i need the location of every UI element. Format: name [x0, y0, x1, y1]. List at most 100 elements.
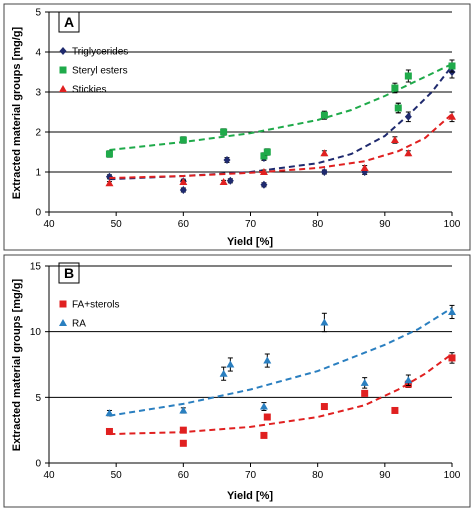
panel-b-point	[105, 409, 114, 417]
panel-a-point	[448, 112, 456, 120]
panel-b-point	[219, 369, 228, 377]
panel-b-point	[259, 402, 268, 410]
panel-a-y-tick-label: 0	[35, 208, 41, 219]
panel-b-x-tick-label: 70	[245, 470, 257, 481]
panel-b-x-tick-label: 60	[178, 470, 190, 481]
panel-b-series-0	[105, 352, 456, 447]
panel-b-legend-entry-1: RA	[59, 319, 86, 330]
panel-b-point	[263, 356, 272, 364]
panel-b-point	[179, 426, 187, 434]
panel-b-series-1	[105, 304, 456, 417]
panel-a-x-tick-label: 40	[43, 219, 55, 230]
panel-a-x-tick-label: 90	[379, 219, 391, 230]
panel-a-point	[260, 180, 268, 189]
panel-a-point	[260, 152, 268, 160]
panel-b-plot: 40 50 60 70 80 90 100 0 5 10 15 FA+sterols RA	[30, 262, 461, 482]
panel-a-point	[220, 128, 228, 136]
panel-b-point	[179, 406, 188, 414]
panel-a-legend-marker	[59, 66, 67, 74]
panel-a-legend-entry-2: Stickies	[59, 85, 106, 96]
panel-b-y-tick-label: 15	[30, 262, 42, 273]
panel-b-legend-label: FA+sterols	[72, 300, 120, 311]
panel-b-point	[448, 354, 456, 362]
panel-b-trendline-1	[109, 307, 453, 417]
panel-b-legend-marker	[59, 300, 67, 308]
panel-a-point	[179, 136, 187, 144]
panel-a-legend-label: Triglycerides	[72, 47, 128, 58]
panel-a-point	[179, 186, 187, 194]
panel-a-point	[404, 112, 412, 121]
panel-a-trendline-2	[109, 113, 453, 179]
panel-b-point	[260, 431, 268, 439]
panel-b-y-tick-label: 10	[30, 327, 42, 338]
panel-b-label: B	[64, 265, 74, 281]
panel-a-trendline-1	[109, 63, 453, 151]
panel-a-x-tick-label: 50	[111, 219, 123, 230]
panel-b-point	[226, 360, 235, 368]
panel-b-y-tick-label: 0	[35, 459, 41, 470]
panel-a-point	[219, 178, 228, 185]
panel-a-point	[394, 104, 402, 112]
panel-a-legend-entry-0: Triglycerides	[59, 47, 128, 58]
panel-a-point	[404, 149, 413, 157]
panel-b-point	[448, 307, 456, 315]
panel-a-point	[360, 164, 369, 171]
panel-a-point	[223, 156, 231, 164]
panel-a-y-tick-label: 1	[35, 168, 41, 179]
panel-a-point	[320, 168, 328, 176]
panel-a-point	[259, 168, 268, 175]
panel-a-point	[404, 72, 412, 80]
panel-b-point	[263, 413, 271, 421]
panel-b-point	[361, 389, 369, 397]
panel-b-x-tick-label: 50	[111, 470, 123, 481]
panel-b-xlabel: Yield [%]	[227, 490, 273, 502]
panel-b-ylabel: Extracted material groups [mg/g]	[11, 278, 23, 451]
panel-a-point	[105, 150, 113, 158]
panel-b-x-tick-label: 100	[444, 470, 461, 481]
panel-a-x-tick-label: 70	[245, 219, 257, 230]
panel-b-frame	[3, 254, 471, 508]
panel-a-y-tick-label: 4	[35, 48, 41, 59]
panel-a-point	[226, 176, 234, 185]
panel-a-plot: 40 50 60 70 80 90 100 0 1 2 3 4 5 Triglycerides Steryl…	[35, 8, 460, 231]
panel-a-frame	[3, 3, 471, 251]
panel-a-series-2	[105, 111, 456, 187]
panel-a-series-1	[105, 59, 456, 160]
panel-a-trendline-0	[109, 65, 453, 181]
panel-b-point	[179, 439, 187, 447]
panel-b-point	[360, 378, 369, 386]
panel-a-point	[179, 178, 188, 185]
panel-a-ylabel: Extracted material groups [mg/g]	[11, 26, 23, 199]
panel-b-legend-entry-0: FA+sterols	[59, 300, 120, 311]
panel-b-x-tick-label: 80	[312, 470, 324, 481]
panel-b-point	[391, 406, 399, 414]
panel-b-trendline-0	[109, 353, 453, 436]
panel-b-point	[404, 376, 413, 384]
panel-a-point	[390, 136, 399, 143]
panel-a-legend-marker	[59, 85, 67, 92]
panel-b-tag: B	[58, 262, 80, 284]
panel-a-tag: A	[58, 11, 80, 33]
panel-a-point	[263, 148, 271, 156]
panel-b-legend-label: RA	[72, 319, 86, 330]
panel-a-point	[320, 111, 328, 119]
panel-a-legend-label: Stickies	[72, 85, 106, 96]
panel-b-x-tick-label: 90	[379, 470, 391, 481]
panel-a-legend-label: Steryl esters	[72, 66, 128, 77]
panel-b-point	[320, 318, 329, 326]
panel-a-point	[448, 62, 456, 70]
panel-b-point	[105, 427, 113, 435]
panel-a-x-tick-label: 80	[312, 219, 324, 230]
panel-a-point	[391, 84, 399, 92]
panel-a-label: A	[64, 14, 74, 30]
panel-a-legend-marker	[59, 47, 67, 55]
panel-a-legend-entry-1: Steryl esters	[59, 66, 128, 77]
panel-b-y-tick-label: 5	[35, 393, 41, 404]
panel-a-y-tick-label: 2	[35, 128, 41, 139]
panel-a-xlabel: Yield [%]	[227, 236, 273, 248]
panel-b-point	[320, 403, 328, 411]
panel-a-y-tick-label: 3	[35, 88, 41, 99]
panel-a-x-tick-label: 100	[444, 219, 461, 230]
panel-a-y-tick-label: 5	[35, 8, 41, 19]
